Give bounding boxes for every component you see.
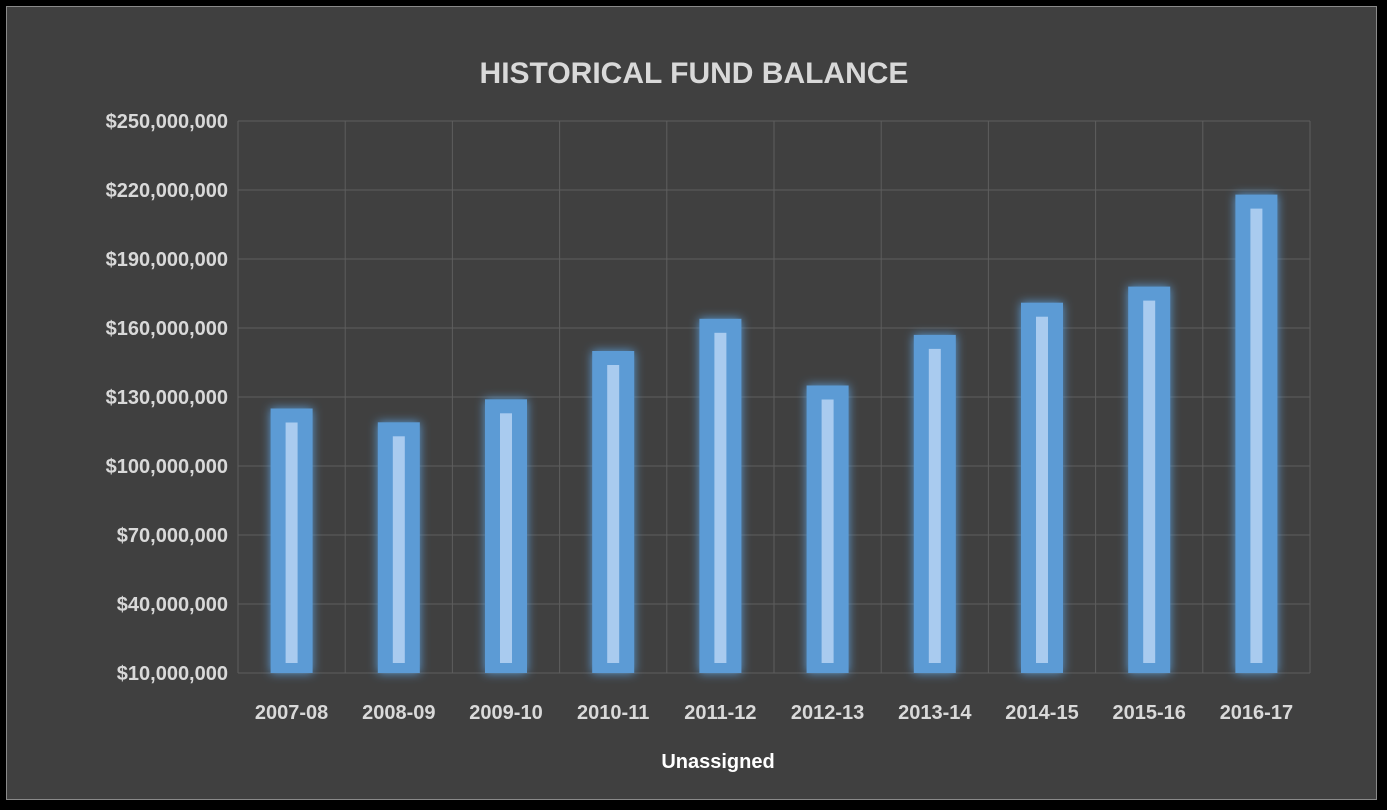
x-tick-label: 2012-13 (791, 702, 864, 724)
x-tick-label: 2009-10 (469, 702, 542, 724)
chart-frame: HISTORICAL FUND BALANCE $10,000,000 $40,0… (6, 6, 1377, 800)
bar-highlight (285, 422, 298, 663)
bar-2008-09 (377, 422, 420, 673)
bar-2013-14 (913, 334, 956, 673)
y-tick-label: $250,000,000 (106, 111, 228, 133)
y-tick-label: $100,000,000 (106, 456, 228, 478)
bar-2014-15 (1021, 302, 1063, 673)
x-tick-label: 2010-11 (577, 702, 649, 724)
bar-series (270, 194, 1278, 673)
bar-2012-13 (806, 385, 849, 673)
y-tick-label: $220,000,000 (106, 180, 228, 202)
y-tick-label: $160,000,000 (106, 318, 228, 340)
bar-highlight (1250, 208, 1263, 663)
bar-2007-08 (270, 408, 313, 673)
bar-highlight (1036, 316, 1048, 663)
bar-2011-12 (699, 318, 742, 673)
bar-highlight (607, 365, 620, 663)
chart-canvas: HISTORICAL FUND BALANCE $10,000,000 $40,0… (106, 57, 1311, 773)
y-tick-label: $190,000,000 (106, 249, 228, 271)
bar-highlight (821, 399, 834, 663)
chart-title: HISTORICAL FUND BALANCE (480, 57, 909, 90)
x-tick-label: 2007-08 (255, 702, 328, 724)
x-tick-label: 2016-17 (1220, 702, 1293, 724)
y-tick-label: $10,000,000 (117, 663, 228, 685)
bar-2010-11 (592, 351, 635, 673)
bar-highlight (1143, 300, 1156, 663)
x-tick-label: 2015-16 (1112, 702, 1185, 724)
y-tick-label: $130,000,000 (106, 387, 228, 409)
x-tick-label: 2008-09 (362, 702, 435, 724)
x-tick-label: 2014-15 (1005, 702, 1078, 724)
bar-highlight (928, 348, 941, 663)
bar-highlight (500, 413, 512, 663)
bar-2016-17 (1235, 194, 1278, 673)
x-tick-label: 2011-12 (684, 702, 756, 724)
y-axis-tick-labels: $10,000,000 $40,000,000 $70,000,000 $100,00… (106, 111, 228, 685)
bar-highlight (392, 436, 405, 663)
y-tick-label: $70,000,000 (117, 525, 228, 547)
x-axis-label: Unassigned (661, 751, 774, 773)
bar-2015-16 (1128, 286, 1171, 673)
grid-lines (237, 120, 1311, 674)
y-tick-label: $40,000,000 (117, 594, 228, 616)
x-tick-label: 2013-14 (898, 702, 972, 724)
bar-2009-10 (485, 399, 527, 673)
bar-highlight (714, 332, 727, 663)
x-axis-tick-labels: 2007-08 2008-09 2009-10 2010-11 2011-12 2012-… (255, 702, 1293, 724)
